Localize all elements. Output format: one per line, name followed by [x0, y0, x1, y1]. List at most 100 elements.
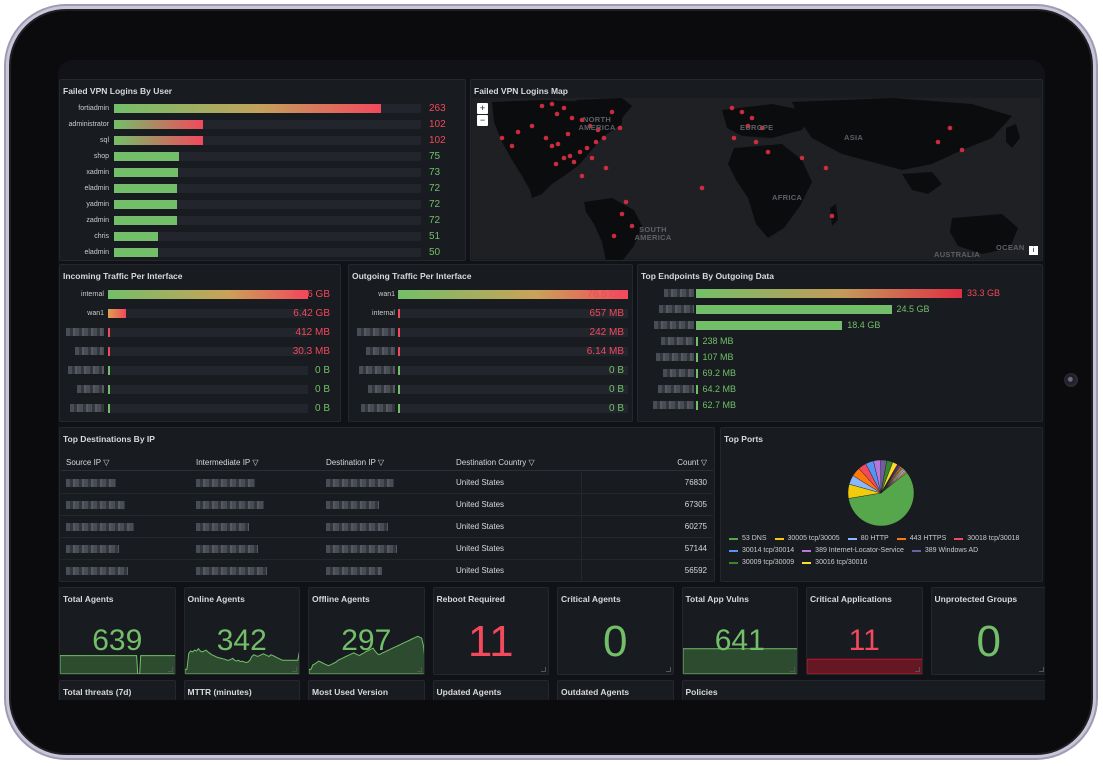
ports-pie-chart[interactable]	[846, 458, 916, 528]
map-marker[interactable]	[823, 165, 829, 171]
map-marker[interactable]	[739, 109, 745, 115]
bar-fill	[114, 248, 159, 257]
table-row[interactable]: United States 67305	[61, 494, 713, 516]
table-row[interactable]: United States 56592	[61, 560, 713, 581]
world-map[interactable]: + − NORTH AMERICA EUROPE ASIA AFRICA SOU…	[472, 98, 1041, 260]
map-marker[interactable]	[601, 135, 607, 141]
map-marker[interactable]	[603, 165, 609, 171]
map-marker[interactable]	[555, 141, 561, 147]
resize-handle[interactable]	[790, 667, 795, 672]
pie-slice[interactable]	[880, 471, 908, 494]
table-row[interactable]: United States 76830	[61, 472, 713, 494]
filter-icon[interactable]: ▽	[103, 458, 110, 467]
map-marker[interactable]	[799, 155, 805, 161]
map-marker[interactable]	[565, 131, 571, 137]
legend-item[interactable]: 30009 tcp/30009	[729, 559, 794, 566]
map-marker[interactable]	[529, 123, 535, 129]
legend-item[interactable]: 80 HTTP	[847, 535, 889, 542]
resize-handle[interactable]	[1039, 667, 1044, 672]
filter-icon[interactable]: ▽	[700, 458, 707, 467]
pie-slice[interactable]	[848, 472, 915, 527]
map-marker[interactable]	[515, 129, 521, 135]
map-marker[interactable]	[579, 117, 585, 123]
map-marker[interactable]	[611, 233, 617, 239]
row-label	[60, 403, 104, 414]
map-marker[interactable]	[561, 155, 567, 161]
map-marker[interactable]	[579, 173, 585, 179]
world-map-svg	[492, 98, 1020, 260]
map-marker[interactable]	[553, 161, 559, 167]
resize-handle[interactable]	[167, 667, 173, 672]
map-marker[interactable]	[543, 135, 549, 141]
map-marker[interactable]	[729, 105, 735, 111]
row-value: 68.6 GB	[293, 289, 330, 300]
bar-track	[696, 289, 964, 298]
map-marker[interactable]	[765, 149, 771, 155]
count-cell: 56592	[684, 566, 707, 575]
map-marker[interactable]	[749, 115, 755, 121]
column-header-source-ip[interactable]: Source IP ▽	[66, 458, 110, 467]
map-marker[interactable]	[539, 103, 545, 109]
map-marker[interactable]	[569, 115, 575, 121]
map-marker[interactable]	[595, 127, 601, 133]
map-marker[interactable]	[753, 139, 759, 145]
bar-track	[114, 168, 421, 177]
resize-handle[interactable]	[665, 667, 671, 672]
legend-item[interactable]: 389 Windows AD	[911, 547, 978, 554]
redacted-label	[361, 404, 395, 413]
map-marker[interactable]	[699, 185, 705, 191]
filter-icon[interactable]: ▽	[377, 458, 385, 467]
map-attribution-info-button[interactable]: i	[1029, 246, 1038, 255]
legend-item[interactable]: 30018 tcp/30018	[954, 535, 1019, 542]
map-marker[interactable]	[499, 135, 505, 141]
map-marker[interactable]	[617, 125, 623, 131]
map-marker[interactable]	[947, 125, 953, 131]
map-marker[interactable]	[561, 105, 567, 111]
resize-handle[interactable]	[541, 667, 546, 672]
map-marker[interactable]	[745, 123, 751, 129]
map-marker[interactable]	[593, 139, 599, 145]
map-marker[interactable]	[571, 159, 577, 165]
map-marker[interactable]	[587, 123, 593, 129]
table-row[interactable]: United States 57144	[61, 538, 713, 560]
column-header-count[interactable]: Count ▽	[677, 458, 707, 467]
zoom-in-button[interactable]: +	[477, 103, 488, 114]
map-marker[interactable]	[609, 109, 615, 115]
map-marker[interactable]	[959, 147, 965, 153]
map-marker[interactable]	[623, 199, 629, 205]
map-marker[interactable]	[935, 139, 941, 145]
map-marker[interactable]	[759, 125, 765, 131]
resize-handle[interactable]	[416, 667, 422, 672]
legend-item[interactable]: 30005 tcp/30005	[774, 535, 840, 542]
map-marker[interactable]	[509, 143, 515, 149]
map-marker[interactable]	[549, 143, 555, 149]
map-marker[interactable]	[619, 211, 625, 217]
map-marker[interactable]	[629, 223, 635, 229]
map-marker[interactable]	[567, 153, 573, 159]
row-label: fortiadmin	[78, 105, 109, 112]
map-marker[interactable]	[584, 145, 590, 151]
zoom-out-button[interactable]: −	[477, 115, 488, 126]
resize-handle[interactable]	[292, 667, 297, 672]
map-marker[interactable]	[577, 149, 583, 155]
column-header-destination-ip[interactable]: Destination IP ▽	[326, 458, 385, 467]
legend-item[interactable]: 30014 tcp/30014	[729, 547, 794, 554]
legend-item[interactable]: 53 DNS	[729, 535, 767, 542]
legend-item[interactable]: 443 HTTPS	[896, 535, 946, 542]
map-marker[interactable]	[829, 213, 835, 219]
map-marker[interactable]	[549, 101, 555, 107]
resize-handle[interactable]	[914, 667, 920, 672]
map-marker[interactable]	[554, 111, 560, 117]
legend-swatch	[896, 537, 906, 540]
filter-icon[interactable]: ▽	[252, 458, 259, 467]
legend-item[interactable]: 30016 tcp/30016	[802, 559, 867, 566]
table-row[interactable]: United States 60275	[61, 516, 713, 538]
row-value: 69.2 MB	[702, 368, 737, 378]
bar-track	[114, 104, 421, 113]
map-marker[interactable]	[731, 135, 737, 141]
map-marker[interactable]	[589, 155, 595, 161]
filter-icon[interactable]: ▽	[528, 458, 535, 467]
legend-item[interactable]: 389 Internet-Locator-Service	[802, 547, 904, 554]
column-header-destination-country[interactable]: Destination Country ▽	[456, 458, 535, 467]
column-header-intermediate-ip[interactable]: Intermediate IP ▽	[196, 458, 259, 467]
